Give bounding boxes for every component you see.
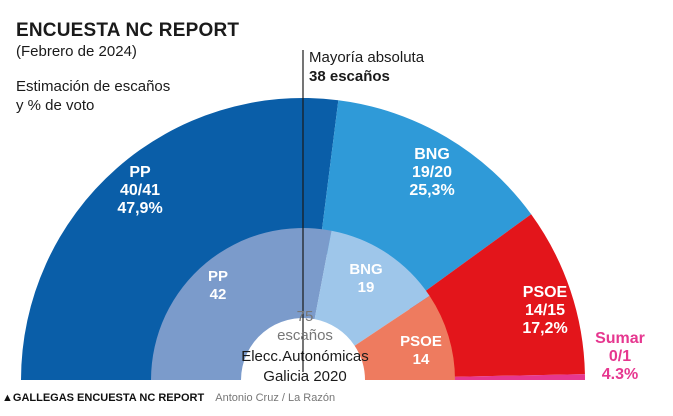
outer-label-bng-0: BNG — [414, 146, 450, 163]
page-title: ENCUESTA NC REPORT — [16, 20, 240, 41]
majority-label: Mayoría absoluta 38 escaños — [309, 48, 424, 86]
outer-arc-psoe — [406, 214, 585, 378]
outer-label-sumar-1: 0/1 — [609, 348, 631, 365]
inner-label-bng-0: BNG — [349, 261, 382, 278]
footer-source: ▲GALLEGAS ENCUESTA NC REPORT — [2, 392, 205, 404]
majority-value: 38 escaños — [309, 68, 390, 85]
page-subtitle: (Febrero de 2024) — [16, 43, 137, 60]
center-total: 75 — [297, 308, 314, 325]
inner-arc-psoe — [354, 295, 455, 380]
description-line-2: y % de voto — [16, 97, 95, 114]
footer-credit: Antonio Cruz / La Razón — [215, 392, 336, 404]
inner-label-pp-0: PP — [208, 268, 228, 285]
footer: ▲GALLEGAS ENCUESTA NC REPORT Antonio Cru… — [2, 392, 335, 404]
majority-text: Mayoría absoluta — [309, 49, 425, 66]
inner-caption-line-1: Elecc.Autonómicas — [241, 348, 369, 365]
outer-label-pp-0: PP — [129, 164, 151, 181]
outer-label-bng-2: 25,3% — [409, 182, 454, 199]
inner-label-psoe-0: PSOE — [400, 333, 442, 350]
outer-label-sumar-0: Sumar — [595, 330, 645, 347]
hemicycle-chart: PP40/4147,9%BNG19/2025,3%PSOE14/1517,2%S… — [21, 50, 645, 385]
chart-description: Estimación de escaños y % de voto — [16, 77, 256, 115]
inner-label-bng-1: 19 — [358, 279, 375, 296]
inner-arc-bng — [314, 230, 430, 346]
outer-label-psoe-1: 14/15 — [525, 302, 565, 319]
outer-arc-sumar — [430, 374, 585, 380]
inner-arc-pp — [151, 228, 332, 380]
center-total-unit: escaños — [277, 327, 333, 344]
outer-label-pp-1: 40/41 — [120, 182, 160, 199]
inner-caption-line-2: Galicia 2020 — [263, 368, 346, 385]
outer-label-sumar-2: 4.3% — [602, 366, 638, 383]
inner-label-pp-1: 42 — [210, 286, 227, 303]
description-line-1: Estimación de escaños — [16, 78, 171, 95]
inner-label-psoe-1: 14 — [413, 351, 430, 368]
outer-label-psoe-2: 17,2% — [522, 320, 567, 337]
outer-arc-pp — [21, 97, 339, 380]
outer-label-psoe-0: PSOE — [523, 284, 568, 301]
outer-label-pp-2: 47,9% — [117, 200, 162, 217]
outer-label-bng-1: 19/20 — [412, 164, 452, 181]
